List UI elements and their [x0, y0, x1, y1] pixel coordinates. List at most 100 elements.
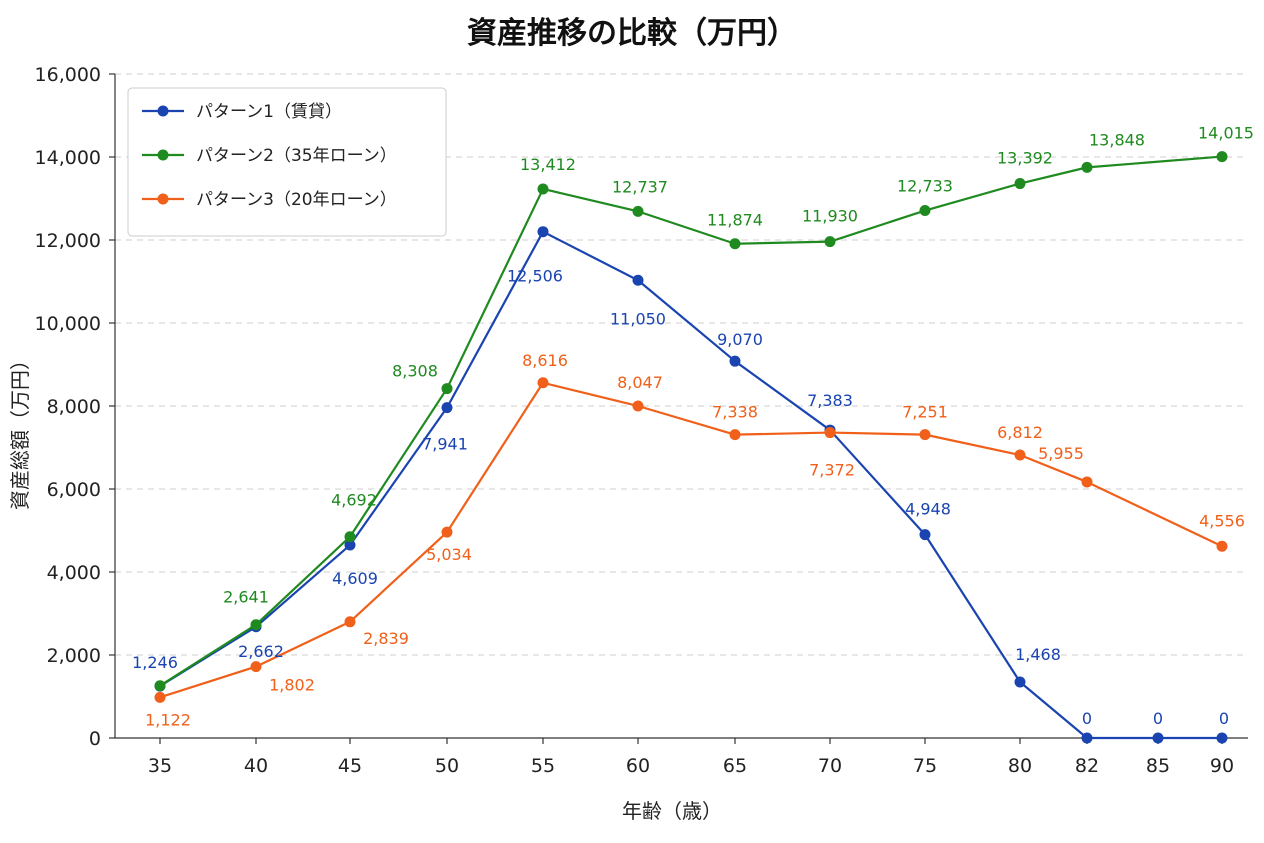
legend-label: パターン2（35年ローン）	[196, 146, 397, 166]
data-point	[250, 661, 262, 673]
series-line	[159, 155, 1223, 687]
data-point	[824, 427, 836, 439]
x-tick-label: 35	[148, 755, 172, 777]
data-label: 5,034	[426, 545, 472, 564]
data-label: 11,874	[707, 211, 763, 230]
data-point	[154, 680, 166, 692]
data-point	[344, 616, 356, 628]
y-tick-label: 4,000	[47, 562, 101, 584]
y-tick-label: 6,000	[47, 479, 101, 501]
data-label: 2,839	[363, 629, 409, 648]
series-line	[159, 381, 1223, 699]
y-tick-label: 2,000	[47, 645, 101, 667]
x-tick-label: 65	[723, 755, 747, 777]
data-label: 1,246	[132, 653, 178, 672]
chart-title: 資産推移の比較（万円）	[467, 16, 797, 51]
y-tick-label: 0	[89, 728, 101, 750]
data-label: 13,412	[520, 155, 576, 174]
data-point	[1216, 540, 1228, 552]
series-line	[159, 230, 1222, 740]
data-label: 4,609	[332, 569, 378, 588]
data-point	[1081, 476, 1093, 488]
y-tick-label: 12,000	[35, 230, 101, 252]
data-point	[632, 205, 644, 217]
y-tick-label: 16,000	[35, 64, 101, 86]
legend-marker	[157, 149, 169, 161]
data-label: 14,015	[1198, 124, 1254, 143]
y-tick-label: 10,000	[35, 313, 101, 335]
data-label: 0	[1219, 709, 1229, 728]
x-axis-title: 年齢（歳）	[622, 799, 722, 823]
data-label: 8,047	[617, 373, 663, 392]
data-point	[441, 526, 453, 538]
data-label: 4,556	[1199, 511, 1245, 530]
data-label: 7,372	[809, 461, 855, 480]
data-point	[441, 402, 453, 414]
data-point	[1216, 732, 1228, 744]
data-point	[344, 539, 356, 551]
series	[154, 151, 1228, 744]
data-point	[919, 429, 931, 441]
data-point	[729, 429, 741, 441]
data-point	[1152, 732, 1164, 744]
data-point	[824, 236, 836, 248]
data-point	[441, 383, 453, 395]
data-label: 5,955	[1038, 444, 1084, 463]
legend-marker	[157, 193, 169, 205]
x-tick-label: 90	[1210, 755, 1234, 777]
data-point	[919, 205, 931, 217]
data-point	[537, 377, 549, 389]
data-point	[729, 355, 741, 367]
x-tick-label: 45	[338, 755, 362, 777]
data-label: 6,812	[997, 423, 1043, 442]
data-point	[1081, 161, 1093, 173]
y-tick-label: 14,000	[35, 147, 101, 169]
data-label: 13,392	[997, 149, 1053, 168]
data-label: 8,616	[522, 351, 568, 370]
data-point	[537, 226, 549, 238]
gridlines	[115, 73, 1248, 656]
data-point	[1014, 449, 1026, 461]
data-point	[1014, 676, 1026, 688]
tick-labels: 0 2,000 4,000 6,000 8,000 10,000 12,000 14,000 1…	[35, 64, 1235, 777]
x-tick-label: 85	[1146, 755, 1170, 777]
data-label: 12,737	[612, 177, 668, 196]
y-tick-label: 8,000	[47, 396, 101, 418]
data-point	[537, 183, 549, 195]
data-label: 4,692	[331, 491, 377, 510]
data-point	[250, 619, 262, 631]
data-label: 0	[1153, 709, 1163, 728]
data-point	[1081, 732, 1093, 744]
data-label: 1,802	[269, 676, 315, 695]
data-point	[154, 691, 166, 703]
x-tick-label: 50	[435, 755, 459, 777]
data-label: 2,662	[238, 642, 284, 661]
data-label: 4,948	[905, 500, 951, 519]
x-tick-label: 82	[1075, 755, 1099, 777]
data-label: 11,930	[802, 207, 858, 226]
data-point	[1216, 151, 1228, 163]
data-point	[632, 274, 644, 286]
data-point	[919, 529, 931, 541]
data-label: 11,050	[610, 309, 666, 328]
legend-marker	[157, 105, 169, 117]
data-label: 2,641	[223, 588, 269, 607]
data-label: 7,338	[712, 403, 758, 422]
data-label: 0	[1082, 709, 1092, 728]
data-label: 1,122	[145, 710, 191, 729]
legend: パターン1（賃貸） パターン2（35年ローン） パターン3（20年ローン）	[127, 87, 447, 237]
data-label: 1,468	[1015, 645, 1061, 664]
x-tick-label: 40	[244, 755, 268, 777]
legend-label: パターン3（20年ローン）	[196, 190, 397, 210]
data-label: 8,308	[392, 362, 438, 381]
data-label: 12,733	[897, 177, 953, 196]
legend-label: パターン1（賃貸）	[196, 102, 342, 122]
data-label: 7,941	[422, 435, 468, 454]
data-label: 7,251	[902, 403, 948, 422]
data-point	[729, 238, 741, 250]
x-tick-label: 80	[1008, 755, 1032, 777]
legend-box	[127, 87, 447, 237]
x-tick-label: 60	[626, 755, 650, 777]
x-tick-label: 75	[913, 755, 937, 777]
data-point	[1014, 178, 1026, 190]
